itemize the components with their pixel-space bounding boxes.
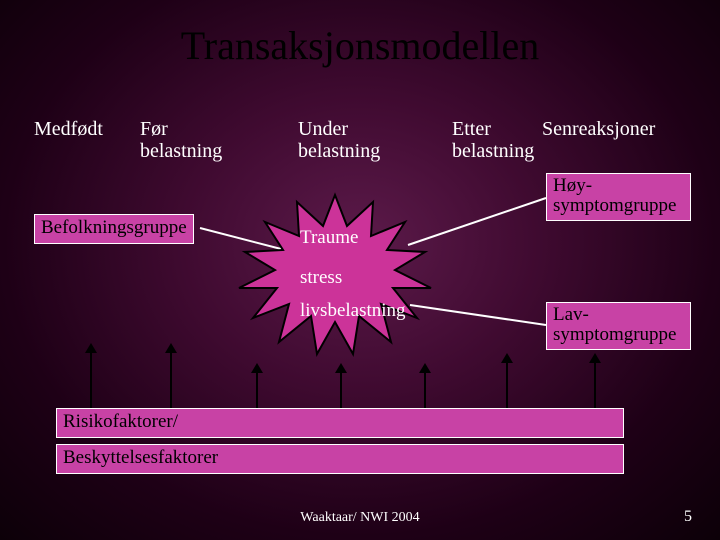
- up-arrow-4: [340, 372, 342, 408]
- slide: Transaksjonsmodellen Medfødt Før belastn…: [0, 0, 720, 540]
- up-arrow-5: [424, 372, 426, 408]
- burst-line3: livsbelastning: [300, 297, 406, 325]
- up-arrow-2: [170, 352, 172, 408]
- burst-line1: Traume: [300, 224, 358, 252]
- slide-number: 5: [684, 508, 692, 526]
- footer-credit: Waaktaar/ NWI 2004: [0, 510, 720, 526]
- risk-box: Risikofaktorer/: [56, 408, 624, 438]
- burst-line2: stress: [300, 264, 342, 292]
- protect-label: Beskyttelsesfaktorer: [63, 447, 218, 468]
- up-arrow-3: [256, 372, 258, 408]
- up-arrow-6: [506, 362, 508, 408]
- up-arrow-1: [90, 352, 92, 408]
- protect-box: Beskyttelsesfaktorer: [56, 444, 624, 474]
- risk-label: Risikofaktorer/: [63, 411, 178, 432]
- up-arrow-7: [594, 362, 596, 408]
